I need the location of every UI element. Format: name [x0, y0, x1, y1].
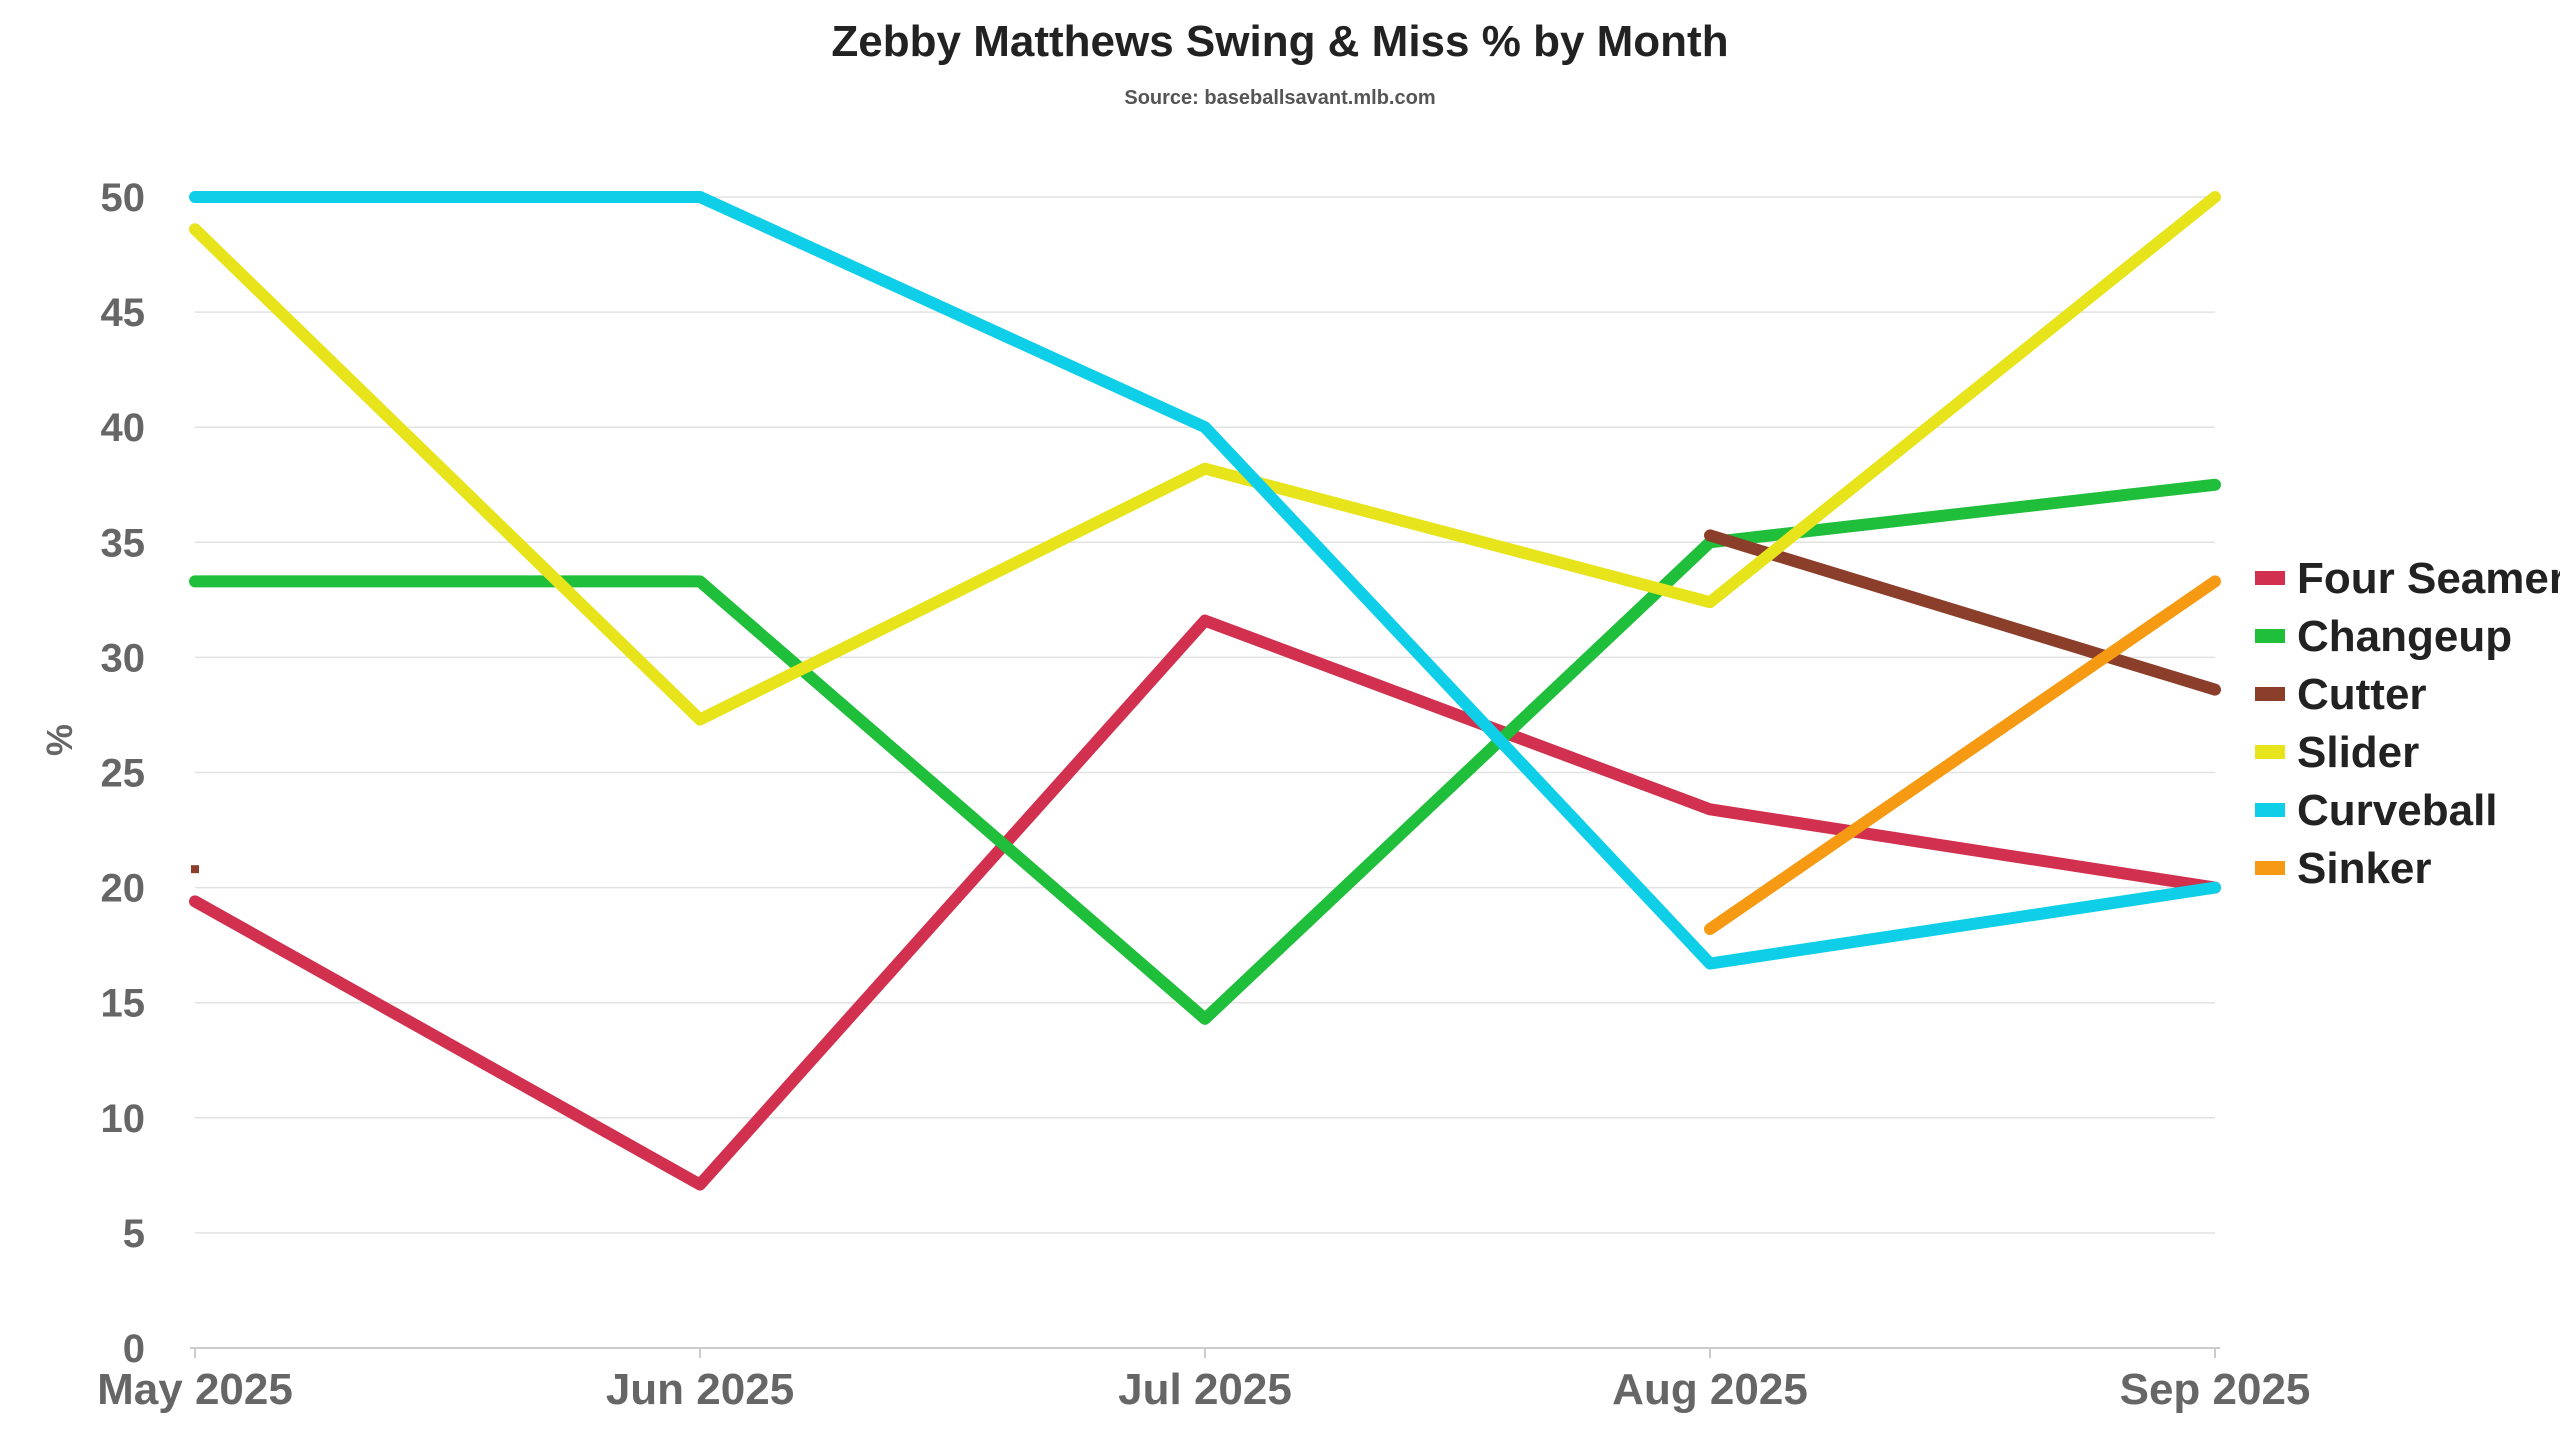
series-sinker — [1704, 575, 2221, 936]
x-tick-label: Sep 2025 — [2120, 1365, 2311, 1414]
series-line — [189, 478, 2221, 1025]
legend-swatch — [2255, 861, 2285, 875]
legend: Four Seamer Changeup Cutter Slider Curveball… — [2255, 554, 2560, 893]
series-slider — [189, 191, 2221, 726]
series-changeup — [189, 478, 2221, 1025]
chart-title: Zebby Matthews Swing & Miss % by Month — [831, 17, 1728, 66]
y-tick-label: 15 — [101, 982, 146, 1026]
y-tick-label: 45 — [101, 291, 146, 335]
legend-swatch — [2255, 803, 2285, 817]
legend-label: Curveball — [2297, 786, 2498, 835]
y-tick-label: 50 — [101, 176, 146, 220]
series-line — [189, 191, 2221, 726]
legend-label: Changeup — [2297, 612, 2512, 661]
legend-label: Slider — [2297, 728, 2419, 777]
x-tick-label: May 2025 — [97, 1365, 293, 1414]
series-four-seamer — [189, 614, 2221, 1191]
legend-label: Four Seamer — [2297, 554, 2560, 603]
legend-label: Sinker — [2297, 844, 2432, 893]
series-line — [1704, 529, 2221, 696]
series-line — [189, 614, 2221, 1191]
y-tick-label: 10 — [101, 1097, 146, 1141]
x-axis-ticks: May 2025 Jun 2025 Jul 2025 Aug 2025 Sep 2025 — [97, 1348, 2310, 1414]
y-axis-label: % — [39, 724, 80, 756]
series-line — [1704, 575, 2221, 936]
y-tick-label: 30 — [101, 636, 146, 680]
legend-swatch — [2255, 629, 2285, 643]
y-axis-ticks: 0 5 10 15 20 25 30 35 40 45 50 — [101, 176, 146, 1371]
y-tick-label: 5 — [123, 1212, 145, 1256]
x-tick-label: Jul 2025 — [1118, 1365, 1292, 1414]
y-tick-label: 25 — [101, 752, 146, 796]
x-tick-label: Jun 2025 — [606, 1365, 794, 1414]
series-curveball — [189, 191, 2221, 970]
y-tick-label: 40 — [101, 406, 146, 450]
x-tick-label: Aug 2025 — [1612, 1365, 1808, 1414]
series-cutter — [191, 529, 2221, 874]
series-lines — [189, 191, 2221, 1191]
legend-swatch — [2255, 745, 2285, 759]
legend-swatch — [2255, 687, 2285, 701]
series-point — [191, 865, 199, 874]
legend-label: Cutter — [2297, 670, 2427, 719]
legend-swatch — [2255, 571, 2285, 585]
y-tick-label: 0 — [123, 1327, 145, 1371]
y-tick-label: 20 — [101, 867, 146, 911]
y-tick-label: 35 — [101, 521, 146, 565]
gridlines — [195, 196, 2215, 1234]
chart-subtitle: Source: baseballsavant.mlb.com — [1124, 87, 1435, 109]
series-line — [189, 191, 2221, 970]
